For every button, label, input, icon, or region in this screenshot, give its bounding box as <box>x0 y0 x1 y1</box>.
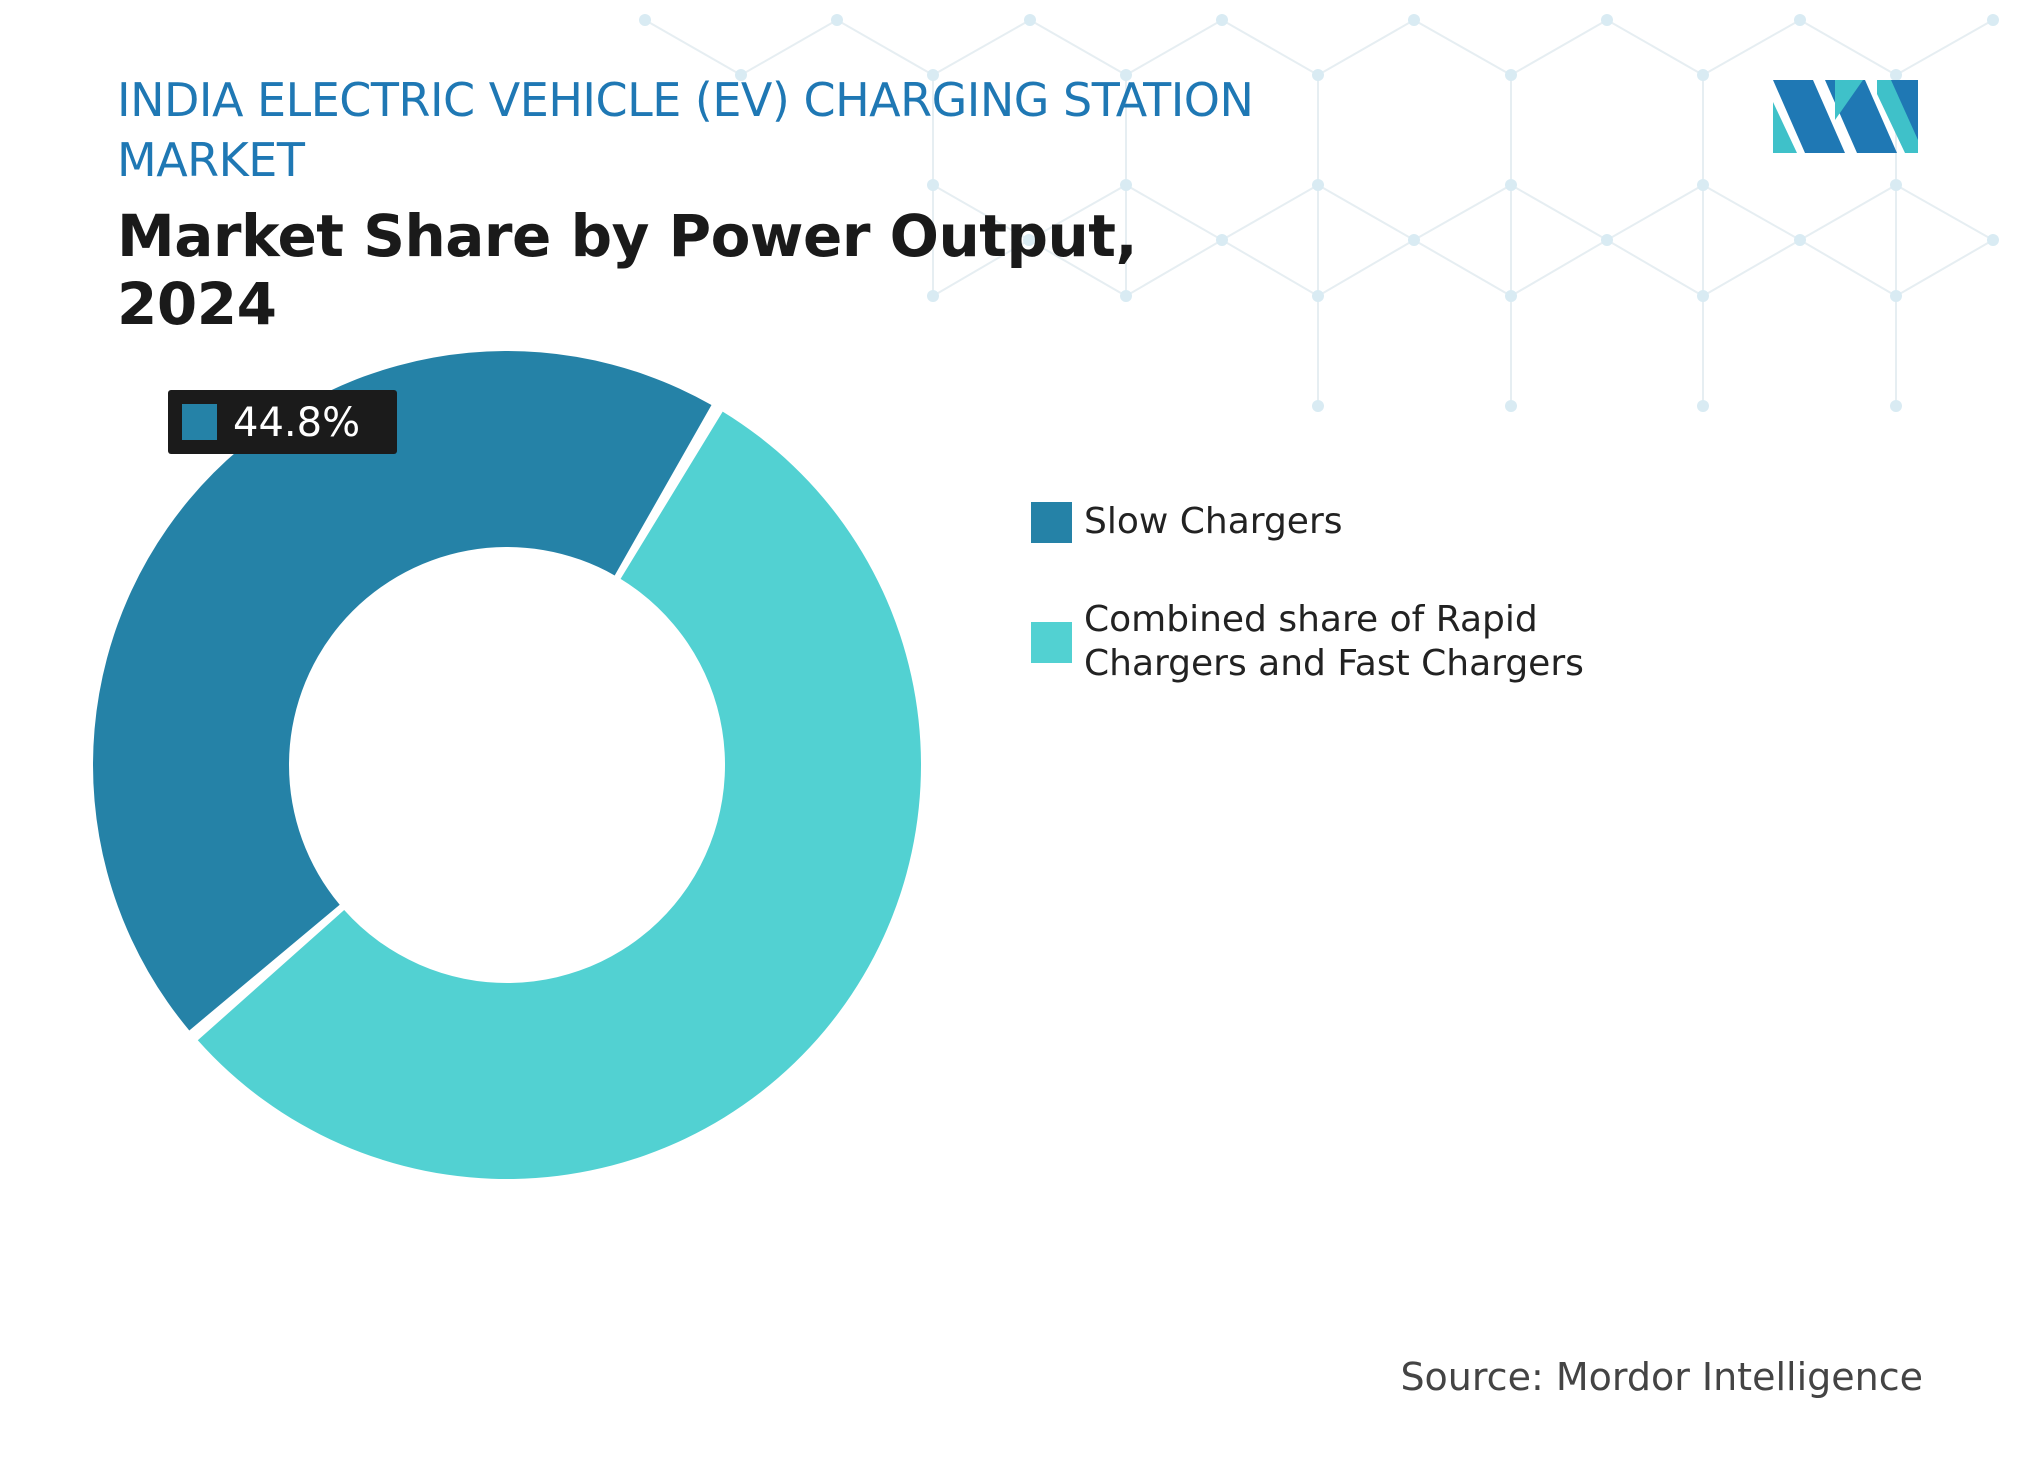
bg-pattern-line <box>932 184 1030 241</box>
donut-chart: 44.8% <box>93 351 921 1179</box>
bg-pattern-dot <box>1505 400 1517 412</box>
bg-pattern-dot <box>1120 290 1132 302</box>
bg-pattern-line <box>1221 19 1319 76</box>
bg-pattern-dot <box>1408 14 1420 26</box>
bg-pattern-line <box>1317 19 1415 76</box>
bg-pattern-line <box>1895 184 1994 241</box>
legend-swatch <box>1031 501 1072 543</box>
donut-slices <box>93 351 921 1179</box>
bg-pattern-line <box>1413 184 1512 241</box>
bg-pattern-line <box>836 19 934 76</box>
bg-pattern-line <box>1702 239 1801 297</box>
bg-pattern-line <box>1702 184 1801 241</box>
bg-pattern-line <box>1125 19 1223 76</box>
bg-pattern-dot <box>1312 179 1324 191</box>
source-note: Source: Mordor Intelligence <box>1400 1355 1923 1399</box>
bg-pattern-dot <box>1697 290 1709 302</box>
legend-item-slow-chargers: Slow Chargers <box>1031 500 1624 544</box>
bg-pattern-dot <box>927 69 939 81</box>
bg-pattern-dot <box>1120 179 1132 191</box>
bg-pattern-line <box>1895 19 1994 76</box>
bg-pattern-dot <box>927 290 939 302</box>
bg-pattern-dot <box>639 14 651 26</box>
bg-pattern-line <box>1221 239 1319 297</box>
bg-pattern-line <box>1028 239 1127 297</box>
bg-pattern-dot <box>1987 234 1999 246</box>
bg-pattern-line <box>1317 239 1415 297</box>
donut-slice-combined-share-of-rapid-chargers-and-fast-chargers <box>197 411 921 1179</box>
bg-pattern-dot <box>1890 179 1902 191</box>
bg-pattern-dot <box>1601 234 1613 246</box>
bg-pattern-dot <box>927 179 939 191</box>
legend-label: Slow Chargers <box>1084 501 1343 542</box>
bg-pattern-dot <box>1505 290 1517 302</box>
bg-pattern-line <box>1125 239 1223 297</box>
chart-legend: Slow Chargers Combined share of Rapid Cha… <box>1031 500 1624 740</box>
bg-pattern-dot <box>1023 234 1035 246</box>
data-labels: 44.8% <box>168 390 397 454</box>
chart-title: Market Share by Power Output, 2024 <box>117 202 1138 338</box>
mordor-intelligence-logo-icon <box>1773 80 1918 153</box>
market-title: INDIA ELECTRIC VEHICLE (EV) CHARGING STA… <box>117 73 1254 187</box>
bg-pattern-dot <box>1601 14 1613 26</box>
bg-pattern-line <box>1221 184 1319 241</box>
bg-pattern-line <box>1799 19 1897 76</box>
donut-slice-slow-chargers <box>93 351 712 1031</box>
bg-pattern-dot <box>1312 290 1324 302</box>
title-block: INDIA ELECTRIC VEHICLE (EV) CHARGING STA… <box>117 70 1287 338</box>
bg-pattern-dot <box>1794 14 1806 26</box>
bg-pattern-dot <box>1024 14 1036 26</box>
bg-pattern-dot <box>1408 234 1420 246</box>
bg-pattern-line <box>1510 239 1608 297</box>
legend-swatch <box>1031 621 1072 663</box>
bg-pattern-line <box>1317 184 1415 241</box>
bg-pattern-line <box>932 19 1031 76</box>
bg-pattern-line <box>1799 184 1897 241</box>
bg-pattern-line <box>644 19 742 76</box>
bg-pattern-dot <box>1697 69 1709 81</box>
bg-pattern-dot <box>1794 234 1806 246</box>
bg-pattern-dot <box>735 69 747 81</box>
bg-pattern-line <box>1413 19 1512 76</box>
bg-pattern-dot <box>1216 234 1228 246</box>
bg-pattern-dot <box>1312 69 1324 81</box>
data-label-text: 44.8% <box>233 400 360 446</box>
bg-pattern-dot <box>1697 400 1709 412</box>
bg-pattern-line <box>1028 184 1127 241</box>
bg-pattern-dot <box>1505 179 1517 191</box>
bg-pattern-line <box>1125 184 1223 241</box>
data-label-slow-chargers: 44.8% <box>168 390 397 454</box>
bg-pattern-dot <box>1890 400 1902 412</box>
bg-pattern-line <box>1606 184 1704 241</box>
legend-item-combined-share-of-rapid-chargers-and-fast-chargers: Combined share of Rapid Chargers and Fas… <box>1031 598 1624 686</box>
bg-pattern-line <box>1413 239 1512 297</box>
background-hex-pattern <box>639 14 1999 412</box>
data-label-swatch <box>182 404 217 440</box>
bg-pattern-line <box>1606 19 1704 76</box>
bg-pattern-dot <box>1890 69 1902 81</box>
bg-pattern-line <box>1702 19 1801 76</box>
legend-label: Combined share of Rapid Chargers and Fas… <box>1084 599 1584 684</box>
bg-pattern-dot <box>1312 400 1324 412</box>
bg-pattern-line <box>932 239 1030 297</box>
bg-pattern-dot <box>1505 69 1517 81</box>
data-label-box <box>168 390 397 454</box>
bg-pattern-line <box>1895 239 1994 297</box>
bg-pattern-line <box>1510 184 1608 241</box>
bg-pattern-dot <box>1697 179 1709 191</box>
bg-pattern-dot <box>1120 69 1132 81</box>
bg-pattern-dot <box>1987 14 1999 26</box>
bg-pattern-line <box>1510 19 1608 76</box>
bg-pattern-dot <box>1890 290 1902 302</box>
bg-pattern-line <box>740 19 838 76</box>
bg-pattern-dot <box>831 14 843 26</box>
bg-pattern-line <box>1029 19 1127 76</box>
bg-pattern-line <box>1799 239 1897 297</box>
bg-pattern-dot <box>1216 14 1228 26</box>
bg-pattern-line <box>1606 239 1704 297</box>
